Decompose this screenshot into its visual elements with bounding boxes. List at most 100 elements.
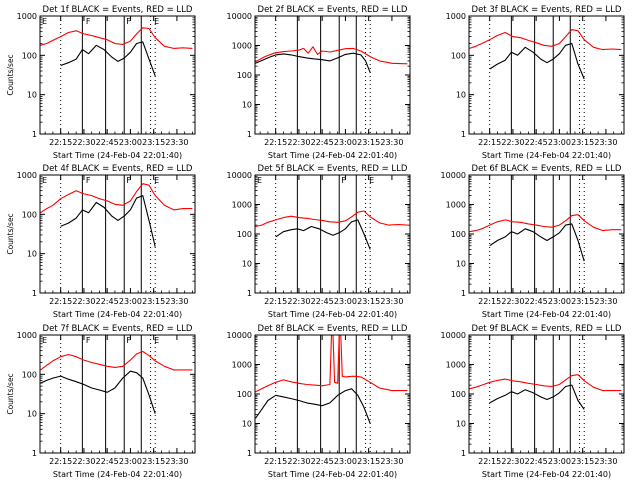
events-series-line: [40, 370, 156, 414]
y-tick-label: 10: [242, 260, 252, 269]
x-tick-label: 23:15: [571, 457, 594, 466]
interval-marker-label: E: [42, 176, 47, 185]
x-tick-label: 23:15: [571, 297, 594, 306]
x-tick-label: 22:30: [501, 457, 524, 466]
y-tick-label: 1: [247, 449, 252, 458]
y-tick-label: 10000: [227, 12, 252, 21]
events-series-line: [255, 388, 371, 424]
interval-marker-label: E: [42, 17, 47, 26]
x-tick-label: 23:30: [594, 457, 617, 466]
x-tick-label: 23:15: [357, 297, 380, 306]
x-tick-label: 23:30: [380, 457, 403, 466]
y-tick-label: 1: [32, 289, 37, 298]
lld-series-line: [255, 46, 408, 65]
x-tick-label: 23:15: [142, 457, 165, 466]
chart-title: Det 7f BLACK = Events, RED = LLD: [43, 324, 193, 334]
x-axis-label: Start Time (24-Feb-04 22:01:40): [53, 310, 182, 319]
x-axis-label: Start Time (24-Feb-04 22:01:40): [482, 310, 611, 319]
lld-series-line: [469, 214, 622, 233]
y-tick-label: 10000: [227, 171, 252, 180]
events-series-line: [275, 219, 371, 250]
interval-marker-label: F: [86, 176, 91, 185]
y-tick-label: 1000: [232, 201, 252, 210]
x-tick-label: 23:15: [357, 138, 380, 147]
plot-frame: [39, 174, 196, 294]
y-tick-label: 1000: [232, 361, 252, 370]
x-tick-label: 22:30: [72, 297, 95, 306]
y-tick-label: 100: [451, 230, 466, 239]
chart-title: Det 1f BLACK = Events, RED = LLD: [43, 5, 193, 15]
x-tick-label: 23:30: [594, 297, 617, 306]
panel-9: Det 9f BLACK = Events, RED = LLD Start Ti…: [441, 324, 625, 479]
y-tick-label: 10000: [441, 171, 466, 180]
x-tick-label: 23:00: [548, 457, 571, 466]
chart-title: Det 4f BLACK = Events, RED = LLD: [43, 164, 193, 174]
plot-frame: [468, 174, 625, 294]
x-tick-label: 23:30: [165, 138, 188, 147]
x-tick-label: 23:00: [119, 297, 142, 306]
panel-7: Det 7f BLACK = Events, RED = LLD Counts/s…: [6, 324, 196, 479]
y-tick-label: 1000: [446, 12, 466, 21]
x-tick-label: 23:30: [165, 457, 188, 466]
interval-marker-label: E: [257, 176, 262, 185]
y-tick-label: 10000: [441, 331, 466, 340]
interval-marker-label: E: [154, 17, 159, 26]
x-tick-label: 22:15: [49, 457, 72, 466]
x-tick-label: 22:45: [525, 297, 548, 306]
chart-title: Det 5f BLACK = Events, RED = LLD: [258, 164, 408, 174]
events-series-line: [489, 223, 585, 262]
interval-marker-label: F: [126, 176, 131, 185]
x-axis-label: Start Time (24-Feb-04 22:01:40): [268, 151, 397, 160]
x-tick-label: 22:15: [264, 138, 287, 147]
x-tick-label: 23:15: [142, 297, 165, 306]
x-axis-label: Start Time (24-Feb-04 22:01:40): [482, 151, 611, 160]
y-tick-label: 100: [22, 51, 37, 60]
x-tick-label: 22:15: [49, 297, 72, 306]
x-tick-label: 23:00: [548, 138, 571, 147]
plot-frame: [39, 334, 196, 454]
y-tick-label: 1000: [446, 361, 466, 370]
chart-title: Det 8f BLACK = Events, RED = LLD: [258, 324, 408, 334]
y-tick-label: 1: [247, 289, 252, 298]
plot-frame: [468, 15, 625, 135]
x-tick-label: 22:30: [287, 297, 310, 306]
y-tick-label: 10: [27, 250, 37, 259]
plot-frame: [254, 174, 411, 294]
y-tick-label: 100: [22, 370, 37, 379]
x-tick-label: 22:15: [49, 138, 72, 147]
chart-title: Det 2f BLACK = Events, RED = LLD: [258, 5, 408, 15]
x-tick-label: 23:15: [357, 457, 380, 466]
y-tick-label: 1: [461, 449, 466, 458]
y-axis-label: Counts/sec: [6, 54, 15, 95]
x-tick-label: 22:45: [525, 138, 548, 147]
x-tick-label: 22:15: [264, 457, 287, 466]
x-axis-label: Start Time (24-Feb-04 22:01:40): [53, 470, 182, 479]
x-tick-label: 22:30: [501, 138, 524, 147]
x-tick-label: 23:30: [380, 297, 403, 306]
y-axis-label: Counts/sec: [6, 373, 15, 414]
y-tick-label: 100: [237, 71, 252, 80]
y-tick-label: 1000: [17, 12, 37, 21]
x-tick-label: 22:15: [478, 297, 501, 306]
x-tick-label: 22:45: [525, 457, 548, 466]
x-tick-label: 22:45: [96, 138, 119, 147]
x-tick-label: 23:30: [594, 138, 617, 147]
panel-6: Det 6f BLACK = Events, RED = LLD Start Ti…: [441, 164, 625, 319]
y-tick-label: 100: [22, 210, 37, 219]
chart-title: Det 3f BLACK = Events, RED = LLD: [472, 5, 622, 15]
x-axis-label: Start Time (24-Feb-04 22:01:40): [53, 151, 182, 160]
y-tick-label: 1: [461, 130, 466, 139]
x-tick-label: 23:00: [548, 297, 571, 306]
events-series-line: [60, 41, 156, 77]
x-tick-label: 22:30: [72, 138, 95, 147]
x-tick-label: 22:15: [264, 297, 287, 306]
y-tick-label: 1000: [17, 331, 37, 340]
x-tick-label: 23:00: [119, 457, 142, 466]
x-tick-label: 22:15: [478, 138, 501, 147]
interval-marker-label: F: [341, 176, 346, 185]
x-tick-label: 22:45: [96, 457, 119, 466]
x-tick-label: 23:30: [165, 297, 188, 306]
x-tick-label: 22:45: [311, 138, 334, 147]
